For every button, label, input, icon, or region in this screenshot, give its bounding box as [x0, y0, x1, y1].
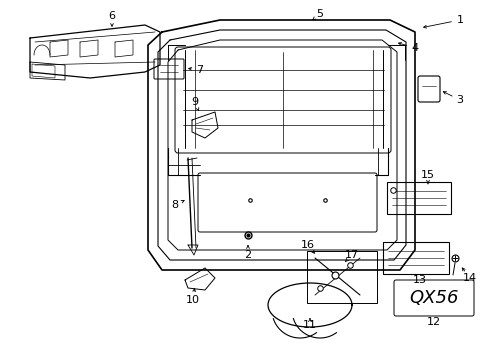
- Text: 6: 6: [108, 11, 115, 21]
- Text: 12: 12: [426, 317, 440, 327]
- Text: 11: 11: [303, 320, 316, 330]
- Text: 3: 3: [456, 95, 463, 105]
- Text: 17: 17: [344, 250, 358, 260]
- Text: QX56: QX56: [408, 289, 458, 307]
- Text: 8: 8: [171, 200, 178, 210]
- Text: 7: 7: [196, 65, 203, 75]
- Text: 4: 4: [410, 43, 418, 53]
- Text: 16: 16: [301, 240, 314, 250]
- Text: 15: 15: [420, 170, 434, 180]
- Text: 13: 13: [412, 275, 426, 285]
- Text: 5: 5: [316, 9, 323, 19]
- Text: 10: 10: [185, 295, 200, 305]
- Text: 14: 14: [462, 273, 476, 283]
- Text: 1: 1: [456, 15, 463, 25]
- Text: 2: 2: [244, 250, 251, 260]
- Text: 9: 9: [191, 97, 198, 107]
